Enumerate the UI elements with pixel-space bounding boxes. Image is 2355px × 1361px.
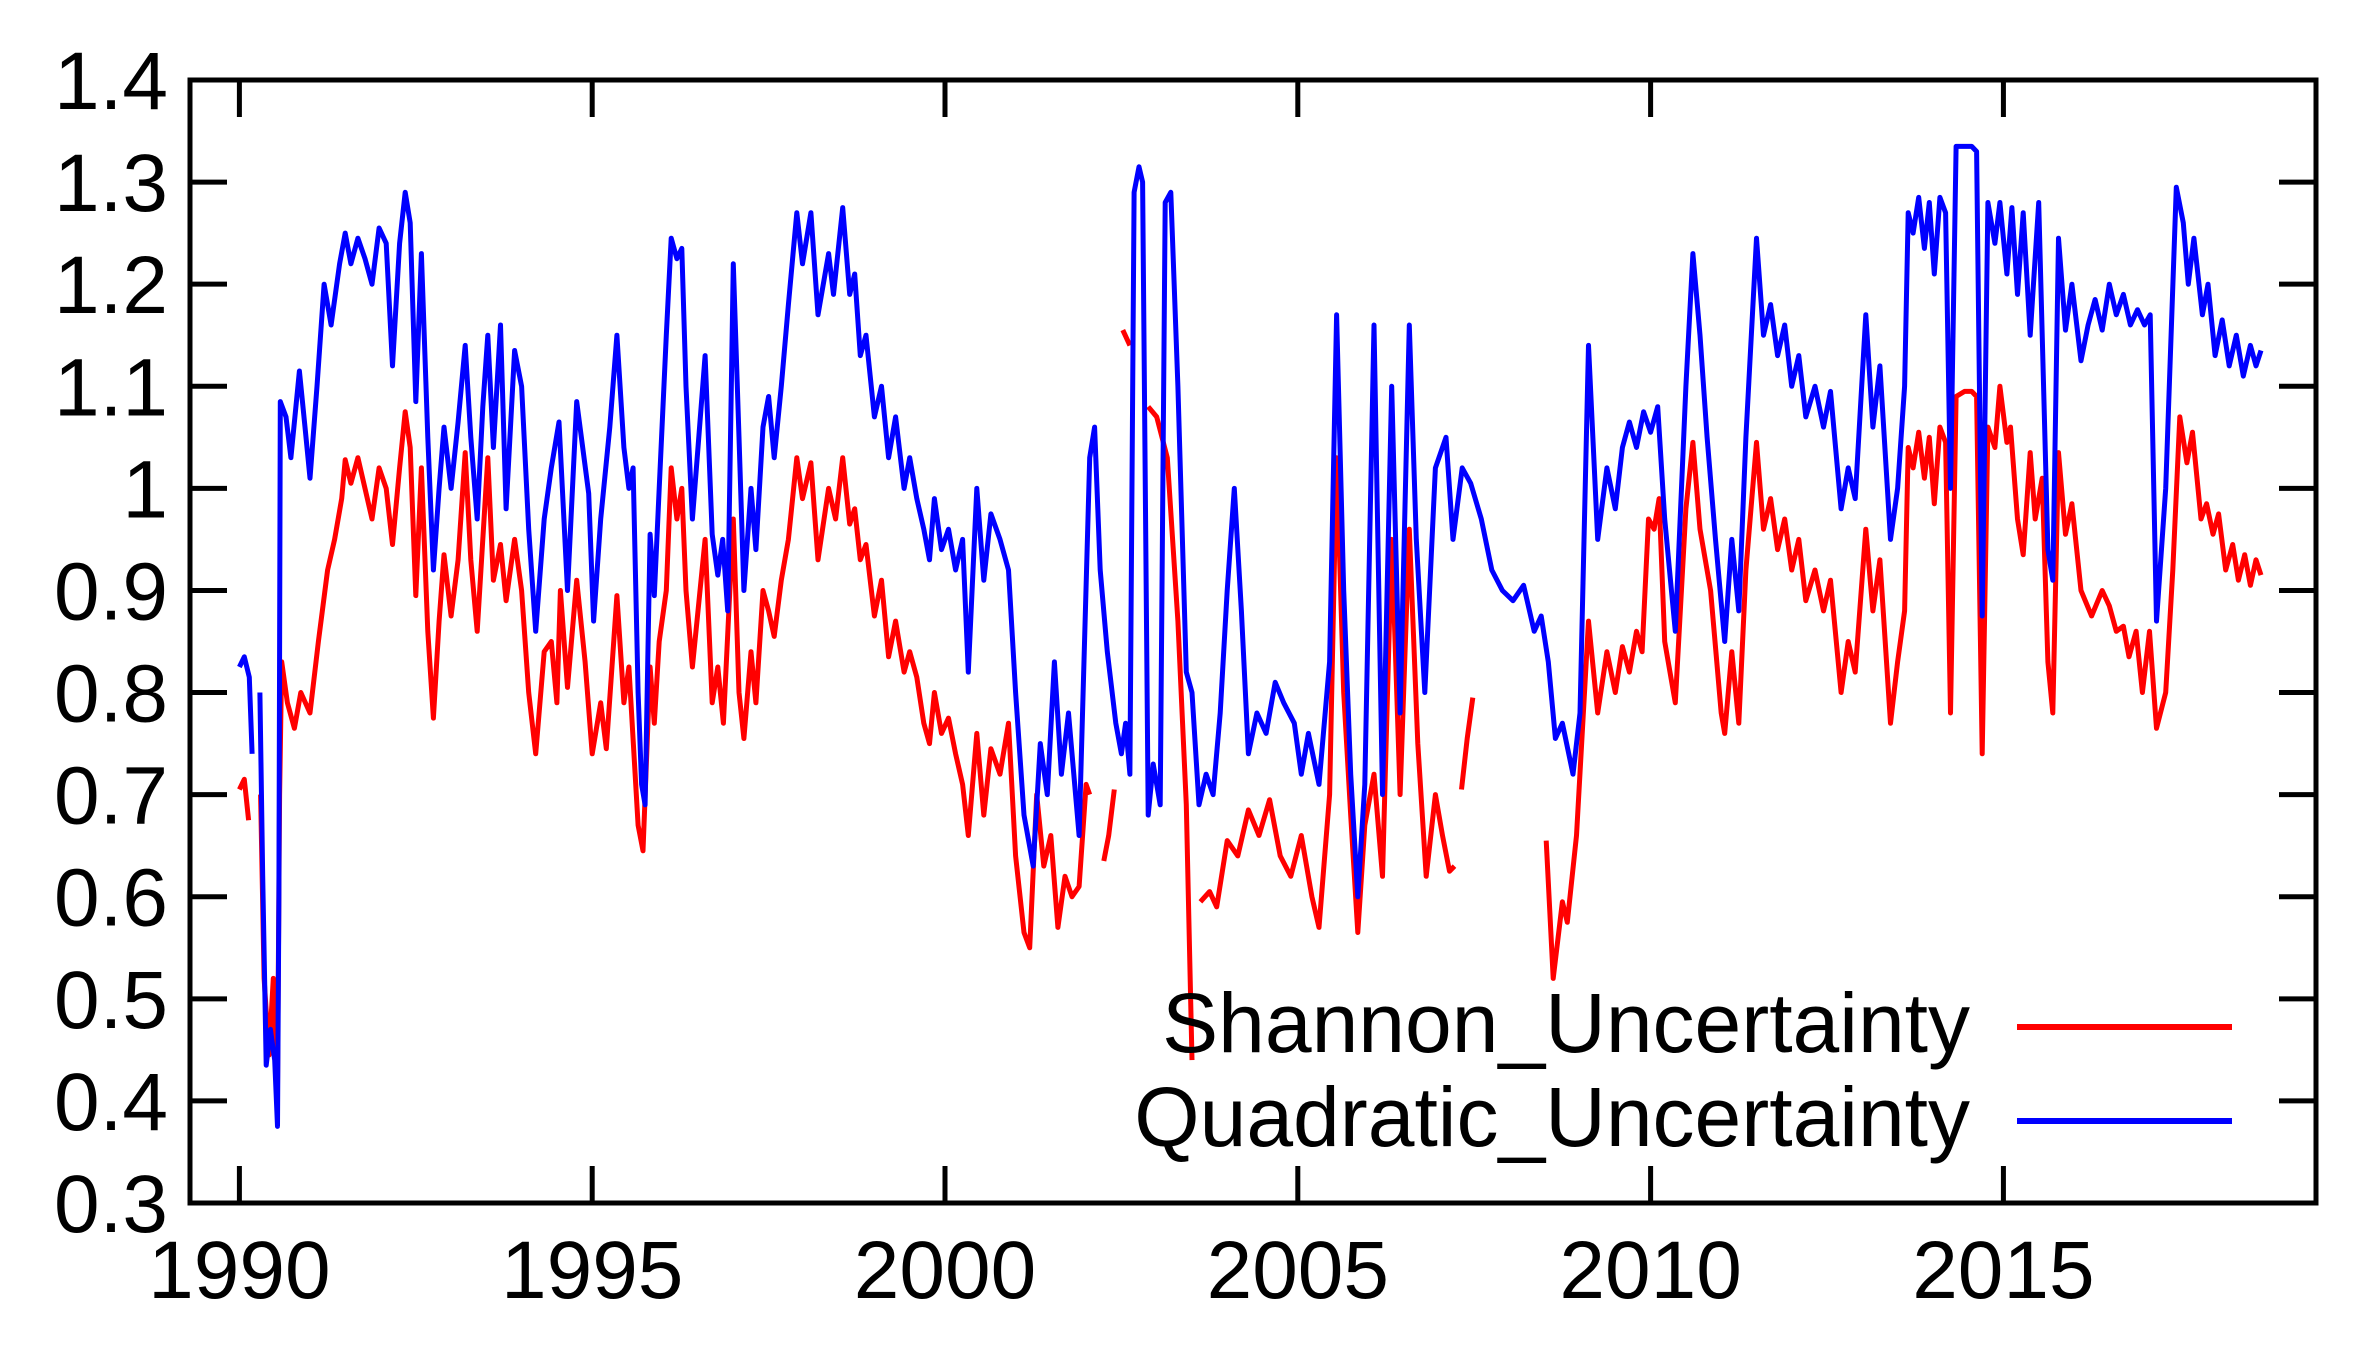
x-tick-label: 2015 <box>1912 1225 2094 1316</box>
y-tick-label: 1.3 <box>54 138 168 229</box>
x-axis-tick-labels: 1990 1995 2000 2005 2010 2015 <box>148 1225 2094 1316</box>
data-series <box>237 143 2264 1129</box>
y-tick-label: 0.9 <box>54 546 168 637</box>
y-tick-label: 0.3 <box>54 1159 168 1250</box>
x-tick-label: 2005 <box>1207 1225 1389 1316</box>
y-tick-label: 1.4 <box>54 36 168 127</box>
series-shannon_uncertainty <box>1120 329 1133 347</box>
y-tick-label: 0.4 <box>54 1057 168 1148</box>
y-tick-label: 1.1 <box>54 342 168 433</box>
y-tick-label: 1.2 <box>54 240 168 331</box>
axis-ticks <box>190 77 2316 1206</box>
y-tick-label: 0.8 <box>54 649 168 740</box>
series-shannon_uncertainty <box>1459 697 1476 790</box>
y-axis-tick-labels: 0.3 0.4 0.5 0.6 0.7 0.8 0.9 1 1.1 1.2 1.3 1.4 <box>54 36 168 1250</box>
series-shannon_uncertainty <box>1146 405 1195 1061</box>
x-tick-label: 2010 <box>1559 1225 1741 1316</box>
x-tick-label: 1990 <box>148 1225 330 1316</box>
series-shannon_uncertainty <box>237 776 252 821</box>
plot-border <box>187 77 2319 1206</box>
series-shannon_uncertainty <box>258 409 1093 1089</box>
x-tick-label: 2000 <box>854 1225 1036 1316</box>
series-quadratic_uncertainty <box>237 654 255 754</box>
y-tick-label: 0.5 <box>54 955 168 1046</box>
y-tick-label: 1 <box>122 444 168 535</box>
x-tick-label: 1995 <box>501 1225 683 1316</box>
y-tick-label: 0.7 <box>54 751 168 842</box>
series-shannon_uncertainty <box>1198 455 1457 935</box>
series-shannon_uncertainty <box>1101 789 1117 862</box>
legend-label-shannon: Shannon_Uncertainty <box>1162 976 1970 1070</box>
legend-label-quadratic: Quadratic_Uncertainty <box>1134 1070 1970 1164</box>
series-shannon_uncertainty <box>1543 383 2264 981</box>
legend: Shannon_Uncertainty Quadratic_Uncertaint… <box>1134 976 2232 1164</box>
y-tick-label: 0.6 <box>54 853 168 944</box>
series-quadratic_uncertainty <box>257 143 2264 1129</box>
